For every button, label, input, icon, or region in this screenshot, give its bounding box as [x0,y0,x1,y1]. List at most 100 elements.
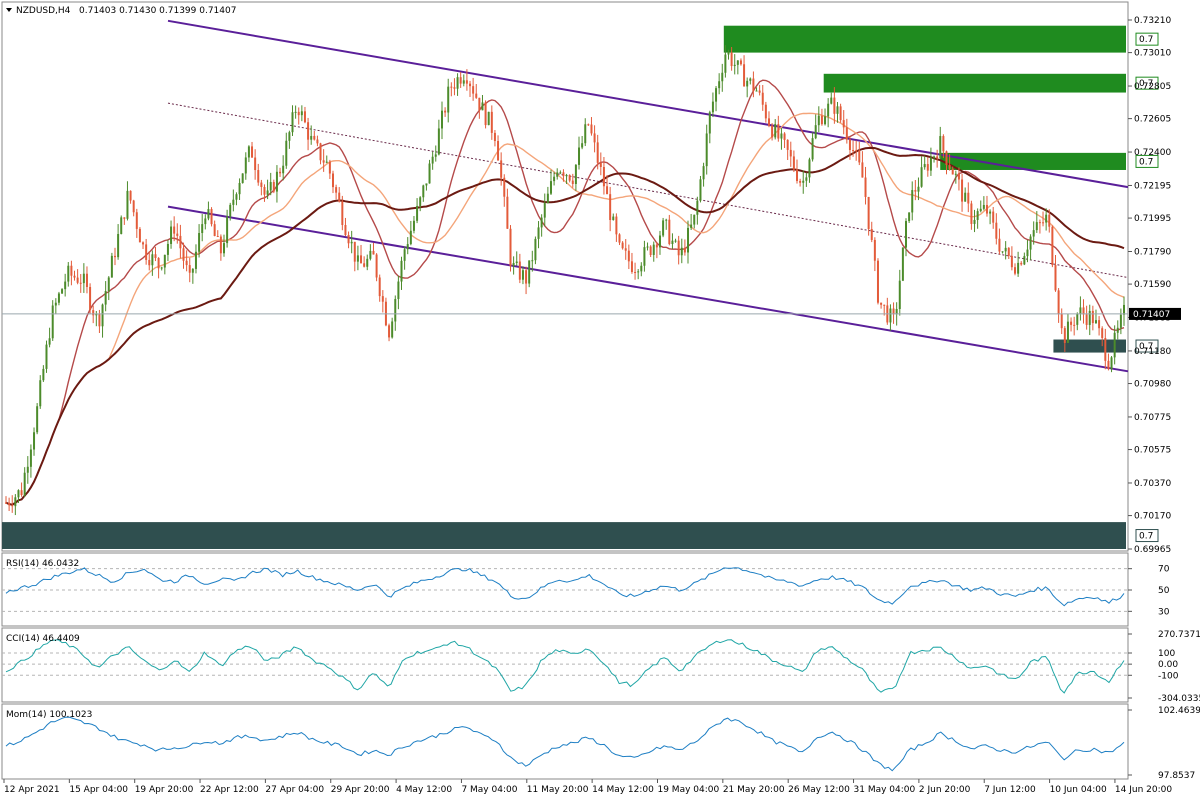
candle-body [85,273,88,287]
channel-upper-line [167,19,1129,189]
candle-body [574,164,577,184]
candle-body [207,209,210,219]
candle-body [459,77,462,84]
candle-body [727,52,730,55]
candle-body [497,140,500,161]
candle-body [861,162,864,178]
candle-body [565,175,568,177]
candle-body [1007,247,1010,256]
candle-body [705,133,708,167]
candle-body [1004,247,1007,252]
candle-body [674,240,677,242]
candle-body [612,216,615,221]
candle-body [419,197,422,206]
candle-body [5,502,7,504]
candle-body [739,60,742,65]
price-zones: 0.7 0.7 0.7 0.7 0.7 [2,25,1159,549]
candle-body [696,200,699,215]
candle-body [216,236,219,238]
candle-body [961,179,964,202]
candle-body [409,230,412,245]
candle-body [310,135,313,140]
candle-body [752,78,755,91]
ohlc-label: 0.71403 0.71430 0.71399 0.71407 [79,6,236,16]
candle-body [179,235,182,249]
candle-body [275,171,278,192]
candle-body [578,147,581,165]
candle-body [247,146,250,158]
price-tick-label: 0.71180 [1134,347,1171,357]
candle-body [188,265,191,273]
candle-body [222,243,225,254]
time-tick-label: 7 May 04:00 [461,785,517,795]
zone-demand [2,522,1126,549]
candle-body [238,182,241,195]
candle-body [730,52,733,67]
candle-body [322,160,325,163]
cci-tick-label: 0.00 [1158,660,1178,670]
candle-body [481,102,484,111]
candle-body [204,218,207,225]
candle-body [799,181,802,183]
candle-body [531,260,534,262]
candle-body [257,170,260,183]
candle-body [789,149,792,157]
candle-body [1001,251,1004,253]
candle-body [724,54,727,73]
candle-body [229,204,232,217]
candle-body [8,502,11,506]
candle-body [584,124,587,144]
candle-body [587,124,590,126]
candle-body [852,149,855,151]
candle-body [213,224,216,237]
candle-body [905,221,908,248]
price-tick-label: 0.71995 [1134,214,1171,224]
candle-body [157,258,160,269]
candle-body [1010,255,1013,268]
candle-body [621,242,624,249]
candle-body [145,244,148,260]
candle-body [472,86,475,94]
time-tick-label: 31 May 04:00 [854,785,916,795]
rsi-tick-label: 50 [1158,586,1170,596]
candle-body [506,196,509,229]
candle-body [951,168,954,175]
candle-body [166,243,169,255]
candle-body [163,254,166,268]
candle-body [300,111,303,116]
candle-body [260,182,263,187]
candle-body [715,88,718,102]
candle-body [160,267,163,269]
candle-body [76,277,79,283]
candle-body [39,380,42,407]
candle-body [341,201,344,225]
candle-body [406,244,409,250]
candle-body [313,135,316,140]
candle-body [914,190,917,192]
candle-body [363,263,366,267]
candle-body [1085,314,1088,325]
collapse-triangle-icon[interactable] [6,8,12,12]
candle-body [51,305,54,339]
candle-body [244,157,247,174]
price-panel-frame [1,1,1129,552]
candle-body [416,205,419,221]
rsi-tick-label: 70 [1158,565,1170,575]
candle-body [48,338,51,345]
candle-body [693,214,696,225]
candle-body [1094,320,1097,324]
candle-body [901,247,904,281]
candle-body [33,432,36,450]
zone-price-label: 0.7 [1139,342,1153,352]
zone-price-tag [1135,32,1159,46]
candle-body [503,177,506,197]
candle-body [57,293,60,303]
candle-body [232,199,235,205]
candle-body [135,212,138,229]
candle-body [1076,313,1079,325]
candle-body [939,136,942,159]
candle-body [758,90,761,93]
price-tick-label: 0.73210 [1134,16,1171,26]
